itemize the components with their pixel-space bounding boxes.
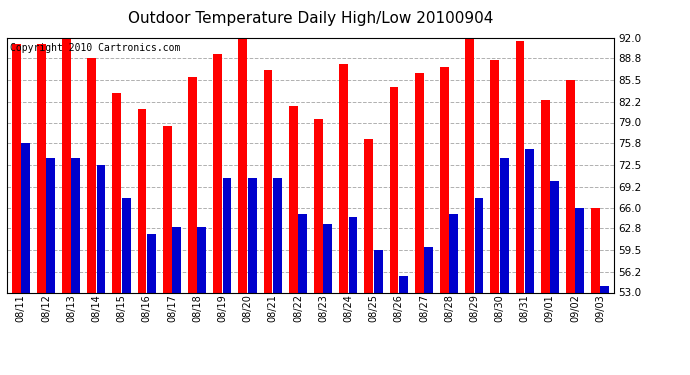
- Bar: [491, 60, 499, 292]
- Bar: [550, 182, 559, 292]
- Bar: [213, 54, 222, 292]
- Bar: [339, 64, 348, 292]
- Bar: [364, 139, 373, 292]
- Bar: [97, 165, 106, 292]
- Bar: [289, 106, 297, 292]
- Bar: [324, 224, 332, 292]
- Bar: [273, 178, 282, 292]
- Bar: [138, 110, 146, 292]
- Bar: [525, 148, 534, 292]
- Bar: [348, 217, 357, 292]
- Bar: [87, 58, 96, 292]
- Bar: [239, 34, 247, 292]
- Bar: [62, 38, 71, 292]
- Bar: [223, 178, 231, 292]
- Bar: [298, 214, 307, 292]
- Bar: [475, 198, 483, 292]
- Bar: [449, 214, 458, 292]
- Bar: [575, 207, 584, 292]
- Bar: [600, 286, 609, 292]
- Bar: [112, 93, 121, 292]
- Bar: [500, 159, 509, 292]
- Bar: [71, 159, 80, 292]
- Bar: [264, 70, 273, 292]
- Bar: [541, 100, 550, 292]
- Bar: [147, 234, 156, 292]
- Bar: [374, 250, 382, 292]
- Bar: [566, 80, 575, 292]
- Bar: [46, 159, 55, 292]
- Bar: [248, 178, 257, 292]
- Bar: [390, 87, 398, 292]
- Bar: [415, 74, 424, 292]
- Text: Outdoor Temperature Daily High/Low 20100904: Outdoor Temperature Daily High/Low 20100…: [128, 11, 493, 26]
- Bar: [122, 198, 130, 292]
- Bar: [172, 227, 181, 292]
- Bar: [591, 207, 600, 292]
- Bar: [197, 227, 206, 292]
- Bar: [515, 41, 524, 292]
- Bar: [465, 38, 474, 292]
- Bar: [399, 276, 408, 292]
- Bar: [424, 247, 433, 292]
- Bar: [163, 126, 172, 292]
- Text: Copyright 2010 Cartronics.com: Copyright 2010 Cartronics.com: [10, 43, 180, 52]
- Bar: [440, 67, 449, 292]
- Bar: [188, 77, 197, 292]
- Bar: [21, 143, 30, 292]
- Bar: [12, 44, 21, 292]
- Bar: [314, 119, 323, 292]
- Bar: [37, 44, 46, 292]
